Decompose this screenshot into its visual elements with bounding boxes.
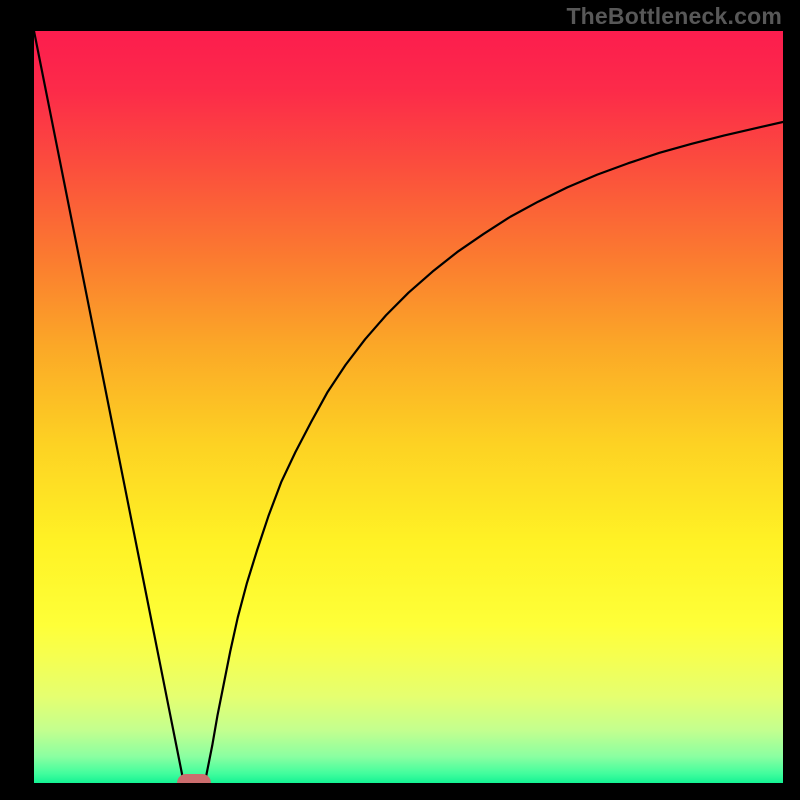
watermark-text: TheBottleneck.com (566, 3, 782, 30)
bottleneck-curve (34, 31, 783, 783)
plot-area (34, 31, 783, 783)
chart-border (0, 783, 800, 800)
chart-border (783, 0, 800, 800)
chart-border (0, 0, 34, 800)
